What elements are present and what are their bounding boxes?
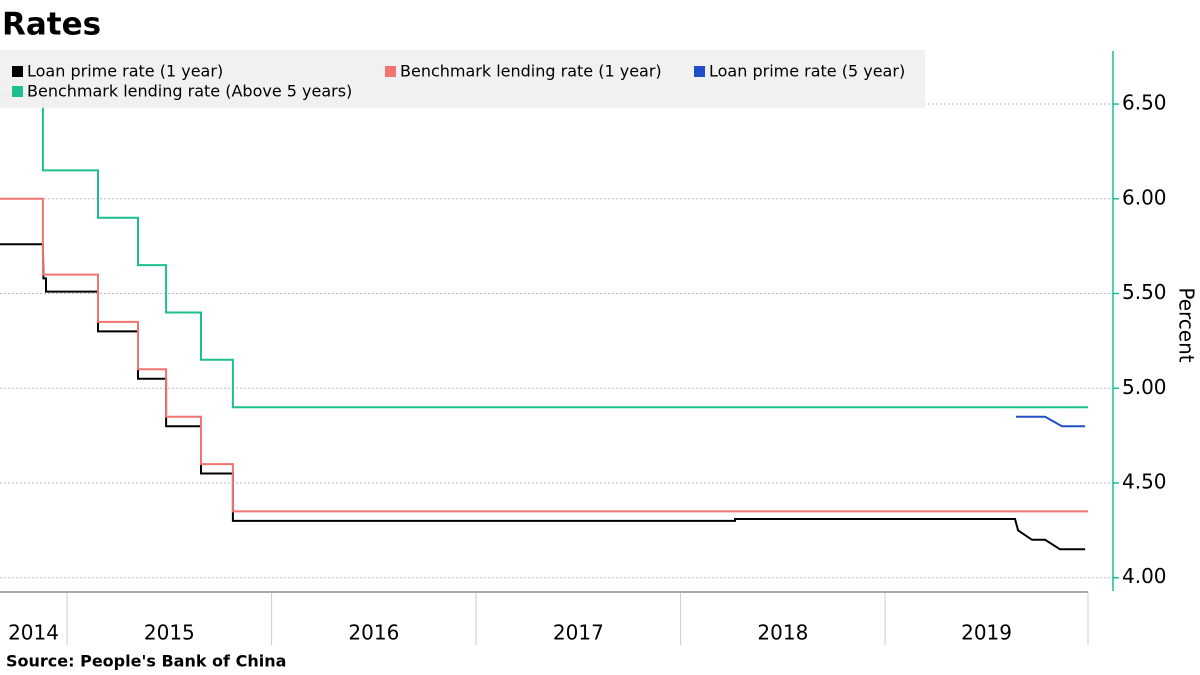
- y-tick-label: 6.50: [1122, 91, 1167, 115]
- legend-label: Loan prime rate (1 year): [27, 62, 223, 81]
- chart-title: Rates: [2, 7, 101, 43]
- legend-swatch: [12, 66, 23, 77]
- x-tick-label: 2017: [553, 621, 604, 645]
- y-tick-label: 4.50: [1122, 470, 1167, 494]
- legend-swatch: [385, 66, 396, 77]
- source-note: Source: People's Bank of China: [6, 652, 286, 671]
- legend-label: Benchmark lending rate (1 year): [400, 62, 662, 81]
- x-tick-label: 2016: [348, 621, 399, 645]
- y-tick-label: 4.00: [1122, 564, 1167, 588]
- series-line: [0, 93, 1088, 409]
- series-line: [0, 197, 1088, 513]
- y-tick-label: 5.50: [1122, 280, 1167, 304]
- x-tick-label: 2015: [144, 621, 195, 645]
- legend-swatch: [694, 66, 705, 77]
- x-tick-label: 2019: [961, 621, 1012, 645]
- y-axis-label: Percent: [1175, 287, 1199, 362]
- x-tick-label: 2014: [8, 621, 59, 645]
- series-line: [1016, 415, 1086, 428]
- y-tick-label: 6.00: [1122, 185, 1167, 209]
- y-tick-label: 5.00: [1122, 375, 1167, 399]
- legend-label: Loan prime rate (5 year): [709, 62, 905, 81]
- series-line: [0, 243, 1086, 551]
- legend-swatch: [12, 86, 23, 97]
- legend-box: [0, 50, 925, 108]
- x-tick-label: 2018: [757, 621, 808, 645]
- legend-label: Benchmark lending rate (Above 5 years): [27, 82, 352, 101]
